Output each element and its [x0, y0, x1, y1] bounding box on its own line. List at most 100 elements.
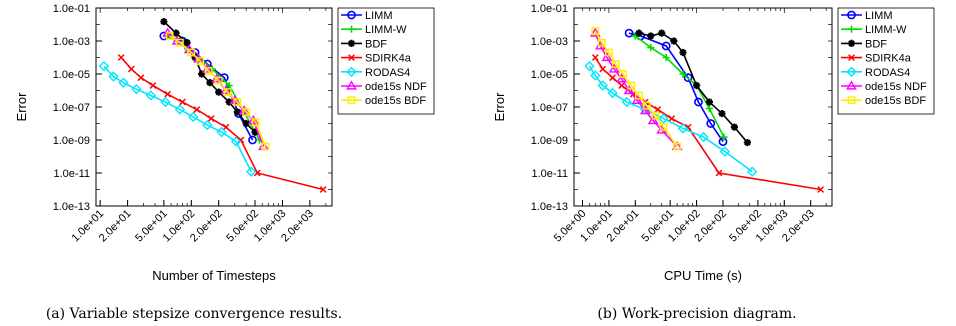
- legend-label: ode15s BDF: [865, 95, 926, 107]
- data-point: [202, 119, 213, 131]
- data-point: [616, 73, 628, 83]
- y-tick-label: 1.0e-09: [53, 135, 90, 147]
- data-point: [647, 115, 659, 125]
- data-point: [623, 84, 635, 95]
- legend-marker: [347, 39, 356, 47]
- plot-area: [98, 17, 327, 193]
- data-point: [319, 186, 327, 193]
- data-point: [207, 115, 215, 122]
- chart-b: 1.0e-01 1.0e-03 1.0e-05 1.0e-07 1.0e-09 1.0e-…: [492, 3, 935, 322]
- data-point: [206, 79, 214, 87]
- data-point: [659, 123, 668, 132]
- series-ode15s-ndf: [589, 27, 683, 151]
- data-point: [196, 57, 205, 66]
- series-ode15s-bdf: [165, 32, 270, 151]
- data-point: [204, 67, 213, 75]
- data-point: [631, 32, 639, 40]
- minor-ticks: [95, 7, 332, 207]
- data-point: [720, 133, 728, 141]
- data-point: [698, 131, 709, 143]
- plot-area: [584, 27, 825, 193]
- data-point: [242, 119, 250, 128]
- legend-label: LIMM-W: [865, 24, 907, 36]
- data-point: [599, 65, 607, 73]
- y-tick-label: 1.0e-01: [531, 3, 568, 15]
- data-point: [176, 38, 184, 47]
- data-point: [591, 27, 600, 35]
- legend-entry: RODAS4: [341, 66, 410, 79]
- data-point: [639, 105, 651, 115]
- data-point: [223, 88, 232, 96]
- figure-caption: (a) Variable stepsize convergence result…: [46, 306, 342, 322]
- data-point: [624, 28, 634, 38]
- legend-marker: [346, 80, 357, 90]
- legend-entry: ode15s NDF: [341, 80, 427, 93]
- legend-entry: ode15s BDF: [341, 95, 426, 107]
- data-point: [651, 111, 660, 120]
- legend-marker: [347, 25, 356, 33]
- data-point: [718, 109, 726, 118]
- data-point: [590, 70, 601, 81]
- data-point: [198, 70, 206, 78]
- y-tick-label: 1.0e-07: [53, 102, 90, 114]
- data-point: [127, 65, 135, 73]
- series-rodas4: [98, 60, 257, 177]
- data-point: [591, 54, 599, 61]
- data-point: [647, 32, 655, 40]
- legend-entry: RODAS4: [841, 66, 910, 79]
- x-axis-label: Number of Timesteps: [152, 268, 276, 283]
- data-point: [118, 77, 129, 88]
- data-point: [656, 124, 668, 134]
- data-point: [247, 115, 259, 125]
- data-point: [145, 90, 157, 101]
- data-point: [160, 96, 171, 108]
- data-point: [662, 53, 670, 62]
- data-point: [108, 71, 119, 82]
- y-axis-label: Error: [14, 92, 29, 122]
- y-tick-label: 1.0e-11: [54, 168, 91, 180]
- y-tick-label: 1.0e-11: [532, 168, 569, 180]
- series-limm-w: [631, 32, 728, 141]
- legend-entry: BDF: [841, 38, 887, 50]
- data-point: [174, 104, 186, 115]
- series-line: [163, 35, 254, 141]
- x-axis-label: CPU Time (s): [664, 268, 742, 283]
- data-point: [601, 51, 613, 62]
- legend-label: SDIRK4a: [865, 53, 912, 65]
- y-tick-label: 1.0e-05: [53, 69, 90, 81]
- series-limm: [624, 28, 728, 146]
- legend-entry: BDF: [341, 38, 387, 50]
- y-tick-label: 1.0e-01: [53, 3, 90, 15]
- legend-entry: ode15s NDF: [841, 80, 927, 93]
- data-point: [673, 142, 682, 151]
- series-bdf: [635, 29, 752, 147]
- data-point: [746, 166, 758, 177]
- data-point: [668, 115, 676, 122]
- y-tick-label: 1.0e-13: [531, 201, 568, 213]
- axes-box: [573, 7, 833, 207]
- data-point: [225, 81, 233, 90]
- data-point: [635, 29, 643, 37]
- series-line: [638, 32, 749, 144]
- data-point: [242, 108, 251, 116]
- legend-marker: [847, 39, 856, 47]
- data-point: [230, 136, 242, 147]
- data-point: [608, 63, 620, 73]
- data-point: [679, 48, 687, 57]
- legend-marker: [347, 10, 356, 20]
- legend-label: LIMM: [365, 10, 393, 22]
- series-ode15s-bdf: [591, 27, 682, 151]
- y-axis-label: Error: [492, 92, 507, 122]
- data-point: [238, 105, 250, 115]
- series-bdf: [160, 17, 259, 136]
- series-limm: [159, 31, 257, 145]
- y-tick-label: 1.0e-03: [53, 36, 90, 48]
- series-line: [594, 57, 821, 191]
- legend-entry: SDIRK4a: [341, 53, 412, 65]
- data-point: [706, 119, 716, 128]
- legend-marker: [847, 96, 856, 105]
- data-point: [730, 123, 739, 131]
- data-point: [694, 97, 703, 107]
- data-point: [165, 32, 174, 40]
- data-point: [172, 29, 180, 37]
